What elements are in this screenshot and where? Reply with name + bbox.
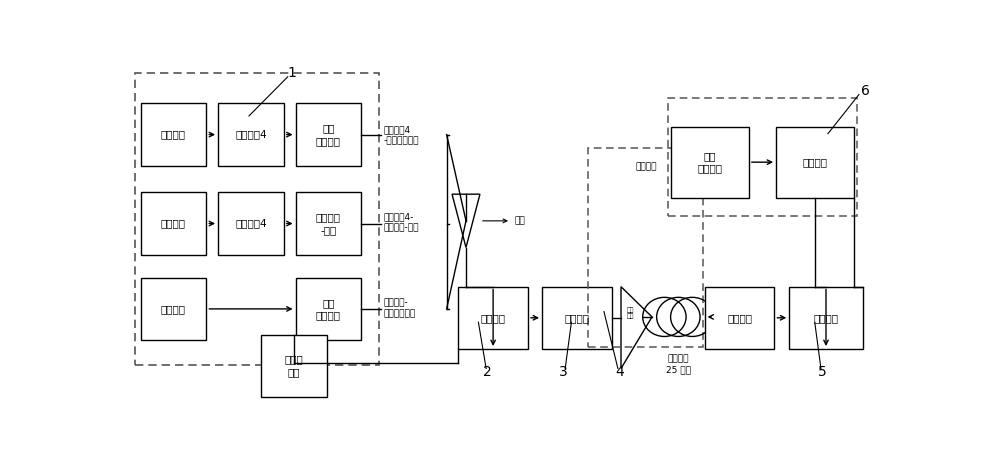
Text: 波分复用: 波分复用: [635, 162, 657, 171]
Text: 改进
双二进制: 改进 双二进制: [316, 123, 341, 146]
Bar: [140, 192, 206, 255]
Bar: [140, 278, 206, 340]
Text: 脉冲调制4
-改进双二进制: 脉冲调制4 -改进双二进制: [383, 125, 419, 146]
Bar: [671, 127, 749, 198]
Text: 随机序列: 随机序列: [161, 130, 186, 140]
Text: 2: 2: [483, 365, 492, 379]
Text: 激光管
偏置: 激光管 偏置: [284, 355, 303, 377]
Text: 直接检测: 直接检测: [813, 313, 838, 323]
Text: 脉冲调制4: 脉冲调制4: [235, 130, 267, 140]
Bar: [705, 286, 774, 349]
Text: 4: 4: [615, 365, 624, 379]
Bar: [789, 286, 863, 349]
Text: 偏置: 偏置: [515, 216, 526, 225]
Text: 改进
双二进制: 改进 双二进制: [316, 298, 341, 320]
Bar: [668, 98, 857, 215]
Text: 判决
反馈均衡: 判决 反馈均衡: [698, 151, 723, 173]
Bar: [296, 278, 361, 340]
Bar: [218, 192, 284, 255]
Text: 6: 6: [861, 84, 870, 98]
Text: 随机序列: 随机序列: [161, 304, 186, 314]
Bar: [776, 127, 854, 198]
Bar: [261, 334, 326, 397]
Text: 5: 5: [818, 365, 827, 379]
Bar: [296, 192, 361, 255]
Bar: [588, 148, 703, 347]
Text: 单模光纤
25 千米: 单模光纤 25 千米: [666, 354, 691, 374]
Text: 随机序列: 随机序列: [161, 219, 186, 229]
Bar: [135, 73, 379, 365]
Bar: [218, 103, 284, 166]
Text: 马曾调制: 马曾调制: [481, 313, 506, 323]
Text: 脉冲调制4: 脉冲调制4: [235, 219, 267, 229]
Text: 1: 1: [287, 66, 296, 80]
Text: 残留边带-
改进双二进制: 残留边带- 改进双二进制: [383, 298, 415, 318]
Bar: [458, 286, 528, 349]
Text: 光滤波器: 光滤波器: [727, 313, 752, 323]
Text: 光放
大器: 光放 大器: [627, 307, 634, 319]
Text: 时钒恢复: 时钒恢复: [802, 157, 827, 167]
Text: 双二进制
-偏置: 双二进制 -偏置: [316, 213, 341, 235]
Text: 3: 3: [559, 365, 568, 379]
Text: 脉冲调制4-
双二进制-偏置: 脉冲调制4- 双二进制-偏置: [383, 213, 419, 233]
Bar: [296, 103, 361, 166]
Bar: [542, 286, 612, 349]
Bar: [140, 103, 206, 166]
Text: 光滤波器: 光滤波器: [564, 313, 589, 323]
